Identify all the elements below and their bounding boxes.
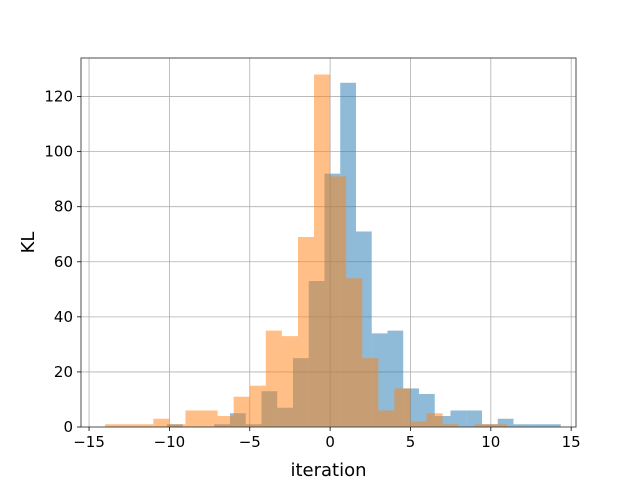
plot-frame: [80, 57, 577, 428]
y-tick-label: 80: [54, 198, 73, 216]
y-tick-label: 20: [54, 363, 73, 381]
x-tick-label: −5: [239, 433, 261, 451]
y-tick-label: 40: [54, 308, 73, 326]
bar-series-1: [466, 410, 482, 427]
bar-series-2: [426, 413, 443, 427]
bar-series-2: [105, 424, 122, 427]
bar-series-2: [201, 410, 218, 427]
bar-series-2: [346, 278, 363, 427]
bar-series-2: [394, 388, 411, 427]
y-tick-label: 100: [44, 143, 73, 161]
x-tick-label: −10: [154, 433, 186, 451]
histogram-bars: [105, 74, 561, 428]
y-tick-label: 0: [63, 418, 73, 436]
bar-series-2: [265, 330, 282, 427]
bar-series-2: [249, 385, 266, 427]
x-tick-label: 5: [406, 433, 416, 451]
bar-series-2: [378, 410, 395, 427]
bar-series-1: [544, 424, 561, 427]
bar-series-2: [362, 358, 379, 427]
y-tick-label: 120: [44, 88, 73, 106]
bar-series-2: [314, 74, 331, 427]
bar-series-2: [137, 424, 154, 427]
x-tick-label: 15: [562, 433, 581, 451]
y-axis-label: KL: [18, 232, 39, 254]
bar-series-2: [121, 424, 138, 427]
bar-series-2: [474, 424, 491, 427]
bar-series-2: [153, 418, 170, 427]
bar-series-2: [217, 415, 234, 427]
x-axis-label: iteration: [290, 460, 366, 480]
bar-series-2: [169, 424, 186, 427]
bar-series-2: [490, 424, 507, 427]
y-tick-label: 60: [54, 253, 73, 271]
bar-series-2: [410, 421, 427, 427]
bar-series-1: [513, 424, 530, 427]
x-tick-label: −15: [73, 433, 105, 451]
bar-series-1: [450, 410, 467, 427]
x-tick-label: 10: [481, 433, 500, 451]
bar-series-2: [233, 396, 250, 427]
axis-ticks: −15 −10 −5 0 5 10 15 0 20 40 60 80 100 120: [44, 88, 580, 451]
bar-series-2: [442, 424, 459, 427]
bar-series-1: [497, 418, 514, 427]
bar-series-2: [330, 176, 347, 427]
bar-series-1: [529, 424, 545, 427]
bar-series-2: [297, 236, 315, 427]
x-tick-label: 0: [325, 433, 335, 451]
bar-series-2: [185, 410, 202, 427]
bar-series-2: [281, 336, 298, 427]
